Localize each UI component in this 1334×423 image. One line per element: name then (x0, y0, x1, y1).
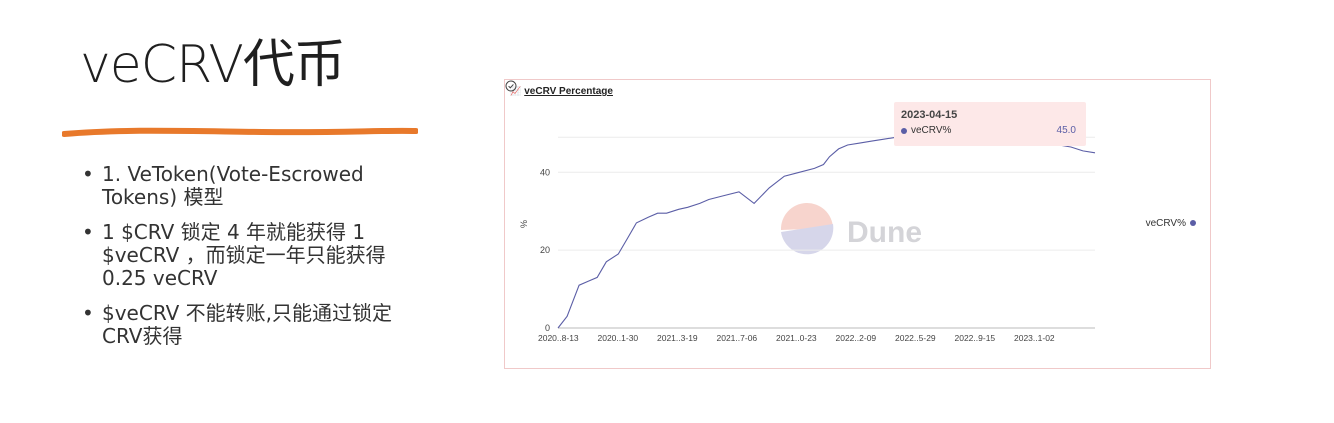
title-underline (62, 127, 418, 137)
chart-icon: 📈 (510, 86, 522, 96)
chart-tooltip: 2023-04-15 veCRV% 45.0 (894, 102, 1086, 146)
x-tick-label: 2023..1-02 (1014, 333, 1055, 343)
chart-title-text: veCRV Percentage (524, 86, 613, 97)
x-tick-label: 2020..8-13 (538, 333, 579, 343)
y-tick-label: 40 (540, 167, 550, 177)
bullet-item: 1. VeToken(Vote-Escrowed Tokens) 模型 (82, 163, 427, 209)
tooltip-value: 45.0 (1056, 125, 1076, 136)
chart-panel: Dune 0 20 40% 2020..8-13 2020..1-30 2021..3-19… (504, 79, 1211, 369)
y-axis-label: % (519, 220, 529, 228)
legend-label: veCRV% (1145, 218, 1186, 229)
slide-title: veCRV代币 (80, 35, 346, 95)
x-tick-label: 2021..7-06 (717, 333, 758, 343)
x-tick-label: 2021..3-19 (657, 333, 698, 343)
tooltip-date: 2023-04-15 (901, 109, 958, 121)
x-tick-label: 2022..5-29 (895, 333, 936, 343)
tooltip-series-dot (901, 128, 907, 134)
y-tick-label: 20 (540, 245, 550, 255)
x-tick-label: 2022..9-15 (955, 333, 996, 343)
x-tick-label: 2022..2-09 (836, 333, 877, 343)
watermark-logo-bottom (781, 224, 834, 255)
check-circle-icon[interactable] (505, 80, 517, 92)
bullet-item: 1 $CRV 锁定 4 年就能获得 1 $veCRV ，而锁定一年只能获得 0.… (82, 221, 427, 290)
watermark-text: Dune (847, 216, 922, 249)
x-tick-label: 2021..0-23 (776, 333, 817, 343)
x-tick-label: 2020..1-30 (598, 333, 639, 343)
bullet-item: $veCRV 不能转账,只能通过锁定CRV获得 (82, 302, 427, 348)
chart-title[interactable]: 📈 veCRV Percentage (510, 86, 613, 97)
bullet-list: 1. VeToken(Vote-Escrowed Tokens) 模型 1 $C… (82, 163, 427, 360)
watermark-logo-top (780, 202, 833, 230)
y-tick-label: 0 (545, 323, 550, 333)
legend-dot (1190, 220, 1196, 227)
chart-legend[interactable]: veCRV% (1146, 218, 1196, 229)
line-chart: Dune 0 20 40% 2020..8-13 2020..1-30 2021..3-19… (519, 130, 1096, 343)
tooltip-series-name: veCRV% (911, 125, 952, 136)
